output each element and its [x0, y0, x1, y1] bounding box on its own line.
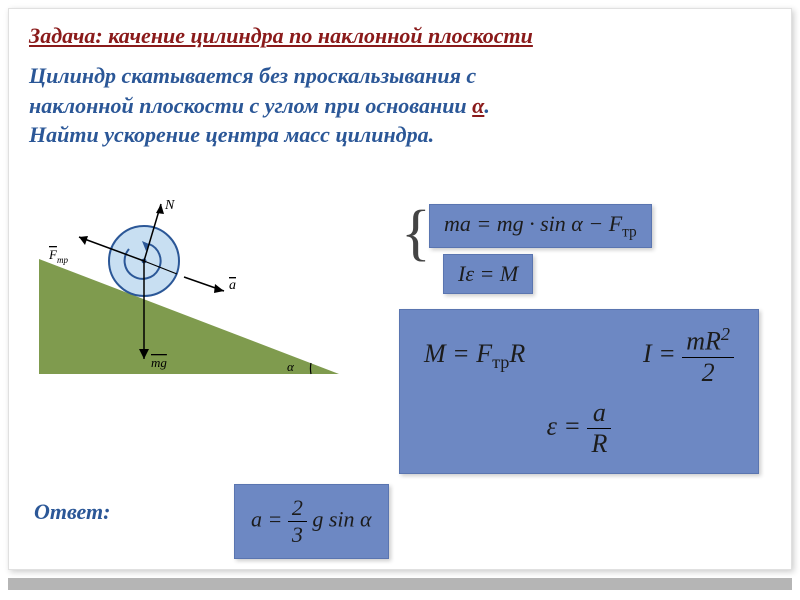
n-label: N [164, 199, 175, 213]
eq-newton: ma = mg · sin α − Fтр [429, 204, 652, 248]
system-equations: ma = mg · sin α − Fтр Iε = M [429, 204, 652, 294]
problem-line2a: наклонной плоскости с углом при основани… [29, 93, 472, 118]
bottom-bar [8, 578, 792, 590]
answer-label: Ответ: [34, 499, 110, 525]
eq1a-text: ma = mg · sin α − F [444, 211, 622, 236]
mg-label: mg [151, 355, 167, 370]
eq-moment: M = FтрR [424, 339, 525, 373]
eq-rotation: Iε = M [443, 254, 533, 294]
eq2a-sub: тр [492, 352, 509, 372]
diagram: α N Fтр a [29, 199, 349, 399]
incline [39, 259, 339, 374]
eq1a-sub: тр [622, 223, 637, 240]
eq-inertia: I = mR2 2 [643, 324, 734, 388]
eq3-lhs: ε = [547, 411, 588, 440]
derivation-box: M = FтрR I = mR2 2 ε = a R [399, 309, 759, 474]
ftr-label: Fтр [48, 247, 68, 265]
problem-line2: наклонной плоскости с углом при основани… [29, 91, 771, 121]
eq1b-text: Iε = M [458, 261, 518, 286]
eq2b-num: mR [686, 327, 721, 356]
angle-arc [310, 363, 311, 374]
slide-title: Задача: качение цилиндра по наклонной пл… [29, 23, 771, 49]
eq3-num: a [587, 398, 611, 429]
ans-den: 3 [288, 522, 307, 548]
eq3-den: R [587, 429, 611, 459]
ans-num: 2 [288, 495, 307, 522]
eq2b-den: 2 [682, 358, 734, 388]
eq2b-sup: 2 [721, 324, 730, 344]
ans-lhs: a = [251, 507, 288, 532]
eq-epsilon: ε = a R [424, 398, 734, 459]
alpha-highlight: α [472, 93, 484, 118]
alpha-label: α [287, 359, 295, 374]
eq2a-2: R [509, 339, 525, 368]
answer-formula: a = 2 3 g sin α [234, 484, 389, 559]
diagram-svg: α N Fтр a [29, 199, 349, 399]
a-label: a [229, 278, 236, 293]
ans-rhs: g sin α [312, 507, 371, 532]
brace-icon: { [401, 204, 431, 263]
eq2a-1: M = F [424, 339, 492, 368]
problem-statement: Цилиндр скатывается без проскальзывания … [29, 61, 771, 150]
problem-line1: Цилиндр скатывается без проскальзывания … [29, 61, 771, 91]
problem-line2c: . [484, 93, 490, 118]
problem-line3: Найти ускорение центра масс цилиндра. [29, 120, 771, 150]
eq2b-lhs: I = [643, 339, 682, 368]
a-arrowhead [214, 284, 224, 293]
